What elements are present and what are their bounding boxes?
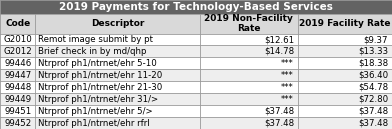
Bar [0,57,392,69]
Text: $37.48: $37.48 [358,107,388,116]
Bar [0,34,392,46]
Text: Ntrprof ph1/ntrnet/ehr 21-30: Ntrprof ph1/ntrnet/ehr 21-30 [38,83,163,92]
Text: ***: *** [281,59,294,68]
Text: ***: *** [281,83,294,92]
Text: $18.38: $18.38 [358,59,388,68]
Text: Ntrprof ph1/ntrnet/ehr 11-20: Ntrprof ph1/ntrnet/ehr 11-20 [38,71,163,80]
Text: Ntrprof ph1/ntrnet/ehr rfrl: Ntrprof ph1/ntrnet/ehr rfrl [38,119,150,128]
Text: $14.78: $14.78 [264,47,294,56]
Text: $37.48: $37.48 [358,119,388,128]
Text: $13.33: $13.33 [358,47,388,56]
Text: Ntrprof ph1/ntrnet/ehr 31/>: Ntrprof ph1/ntrnet/ehr 31/> [38,95,158,104]
Text: 2019 Non-Facility
Rate: 2019 Non-Facility Rate [205,14,293,33]
Text: 2019 Facility Rate: 2019 Facility Rate [299,19,391,28]
Text: Code: Code [5,19,30,28]
Bar [0,81,392,93]
Text: 99451: 99451 [4,107,31,116]
Text: Ntrprof ph1/ntrnet/ehr 5-10: Ntrprof ph1/ntrnet/ehr 5-10 [38,59,157,68]
Text: $9.37: $9.37 [363,35,388,44]
Text: 99449: 99449 [4,95,31,104]
Text: $37.48: $37.48 [264,119,294,128]
Text: Remot image submit by pt: Remot image submit by pt [38,35,153,44]
Text: ***: *** [281,71,294,80]
Bar [0,14,392,34]
Text: 99446: 99446 [4,59,31,68]
Text: $54.78: $54.78 [358,83,388,92]
Text: G2010: G2010 [3,35,32,44]
Text: G2012: G2012 [3,47,32,56]
Text: 2019 Payments for Technology-Based Services: 2019 Payments for Technology-Based Servi… [59,2,333,12]
Text: 99452: 99452 [4,119,31,128]
Text: $12.61: $12.61 [264,35,294,44]
Bar [0,0,392,14]
Text: ***: *** [281,95,294,104]
Bar [0,93,392,105]
Text: Brief check in by md/qhp: Brief check in by md/qhp [38,47,147,56]
Text: $36.40: $36.40 [358,71,388,80]
Text: Descriptor: Descriptor [91,19,144,28]
Text: 99448: 99448 [4,83,31,92]
Text: Ntrprof ph1/ntrnet/ehr 5/>: Ntrprof ph1/ntrnet/ehr 5/> [38,107,153,116]
Bar [0,117,392,129]
Text: $72.80: $72.80 [358,95,388,104]
Text: $37.48: $37.48 [264,107,294,116]
Bar [0,69,392,81]
Text: 99447: 99447 [4,71,31,80]
Bar [0,46,392,57]
Bar [0,105,392,117]
